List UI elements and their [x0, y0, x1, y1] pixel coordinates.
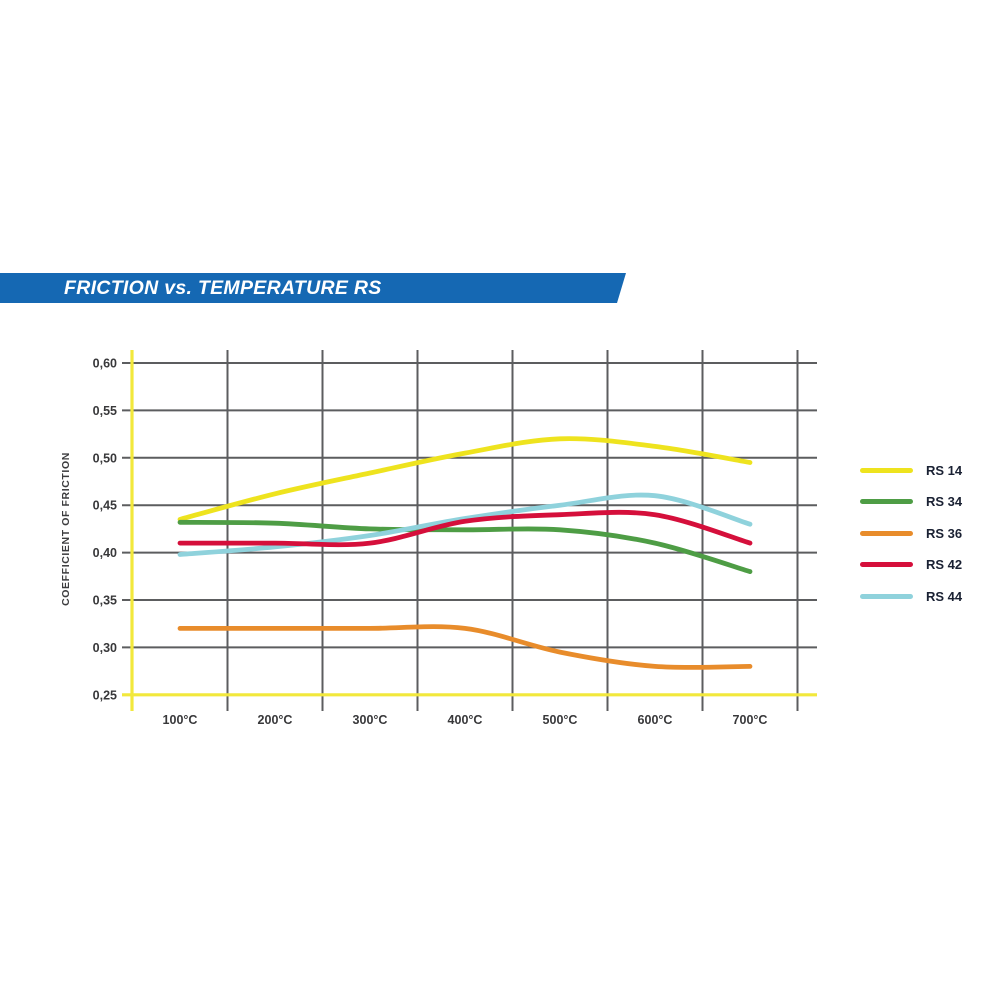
x-tick-label: 500°C [543, 713, 578, 727]
x-tick-label: 200°C [258, 713, 293, 727]
legend-label-rs-34: RS 34 [926, 494, 963, 509]
x-tick-label: 100°C [163, 713, 198, 727]
x-tick-label: 300°C [353, 713, 388, 727]
series-line-rs-42 [177, 509, 753, 548]
y-axis-title: COEFFICIENT OF FRICTION [60, 452, 72, 606]
y-tick-label: 0,35 [93, 594, 117, 608]
y-tick-label: 0,30 [93, 641, 117, 655]
y-tick-label: 0,25 [93, 688, 117, 702]
series-line-rs-34 [177, 519, 753, 574]
legend-label-rs-42: RS 42 [926, 557, 963, 572]
legend-item-rs-44: RS 44 [860, 587, 962, 605]
chart-plot-area: 0,60 0,55 0,50 0,45 0,40 0,35 0,30 0,25 100°C 200… [93, 350, 817, 727]
legend-swatch-rs-34 [860, 499, 913, 504]
y-tick-label: 0,45 [93, 499, 117, 513]
y-tick-label: 0,40 [93, 546, 117, 560]
legend-item-rs-42: RS 42 [860, 556, 962, 574]
legend-item-rs-14: RS 14 [860, 461, 962, 479]
x-tick-label: 400°C [448, 713, 483, 727]
x-tick-label: 600°C [638, 713, 673, 727]
page-title: FRICTION vs. TEMPERATURE RS [64, 276, 382, 299]
legend-swatch-rs-44 [860, 593, 913, 599]
legend-swatch-rs-14 [860, 467, 913, 473]
legend-label-rs-36: RS 36 [926, 525, 963, 541]
chart-legend: RS 14 RS 34 RS 36 RS 42 RS 44 [860, 461, 962, 619]
legend-label-rs-14: RS 14 [926, 462, 963, 478]
y-tick-label: 0,50 [93, 451, 117, 465]
title-banner: FRICTION vs. TEMPERATURE RS [0, 273, 626, 303]
legend-item-rs-34: RS 34 [860, 493, 962, 511]
legend-item-rs-36: RS 36 [860, 524, 962, 542]
legend-swatch-rs-42 [860, 562, 913, 567]
y-tick-label: 0,60 [93, 357, 117, 371]
legend-swatch-rs-36 [860, 530, 913, 536]
series-line-rs-44 [177, 492, 753, 557]
series-line-rs-14 [177, 436, 753, 522]
legend-label-rs-44: RS 44 [926, 588, 963, 604]
series-line-rs-36 [177, 624, 753, 670]
y-tick-label: 0,55 [93, 404, 117, 418]
x-tick-label: 700°C [733, 713, 768, 727]
